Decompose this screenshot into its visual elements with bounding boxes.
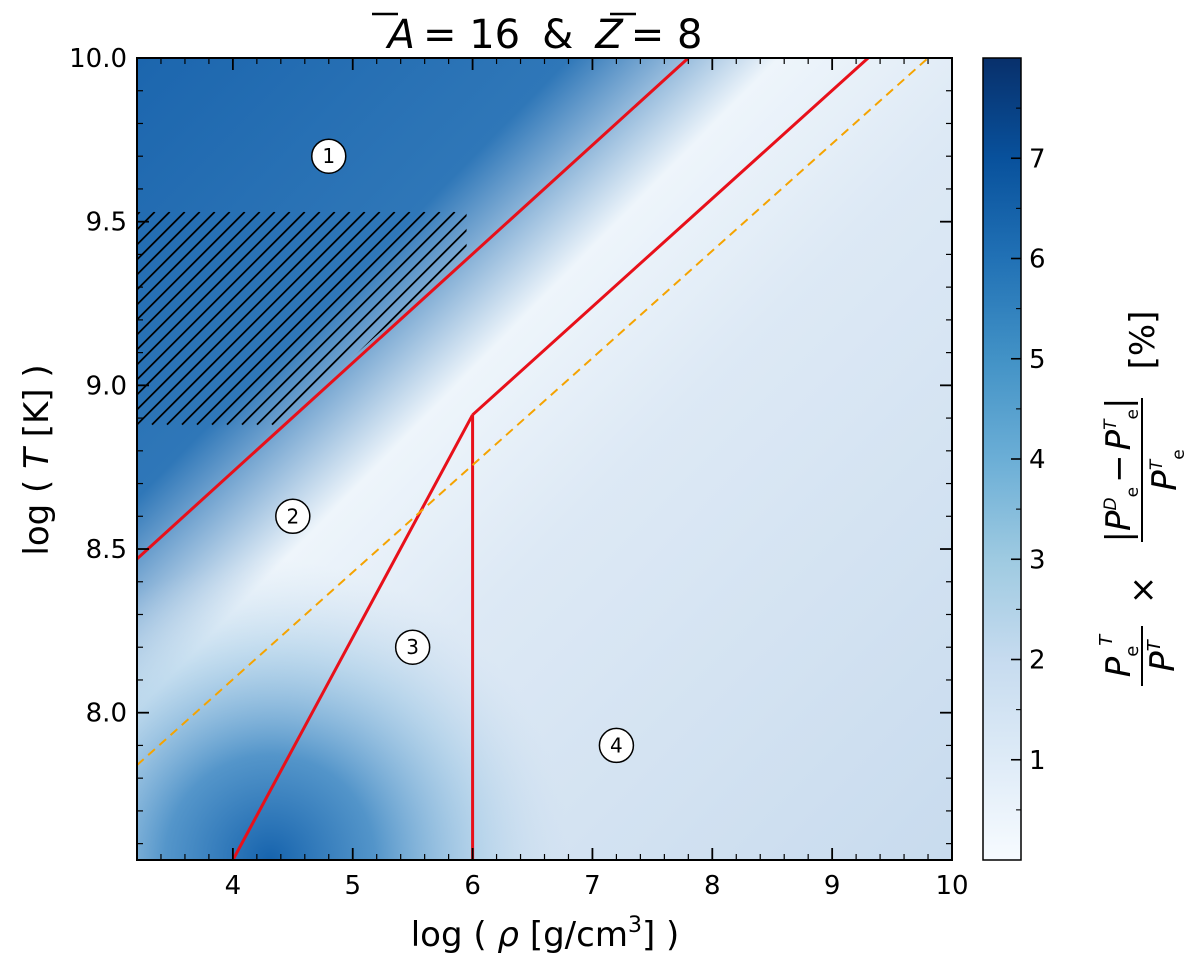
y-tick-label: 9.0 — [86, 371, 127, 401]
region-marker-circle — [394, 629, 431, 665]
svg-text:PeT: PeT — [1096, 633, 1143, 678]
colorbar-label: PeT PT × |PDe−PTe| PTe [%] — [1096, 311, 1189, 686]
x-tick-label: 9 — [824, 871, 841, 901]
hatch-line — [196, 211, 411, 426]
boundary-line-1 — [137, 58, 690, 560]
boundary-line-2 — [471, 58, 870, 416]
hatch-line — [137, 211, 291, 426]
region-markers: 1 2 3 4 — [275, 138, 635, 764]
svg-text:|PDe−PTe|: |PDe−PTe| — [1099, 398, 1143, 543]
y-tick-label: 8.0 — [86, 699, 127, 729]
y-axis-title: log ( T [K] ) — [17, 364, 57, 555]
x-tick-label: 7 — [584, 871, 601, 901]
region-marker-label: 4 — [610, 733, 623, 757]
y-tick-label: 8.5 — [86, 535, 127, 565]
region-marker-1: 1 — [311, 138, 347, 174]
x-tick-label: 8 — [704, 871, 721, 901]
x-tick-label: 4 — [225, 871, 242, 901]
hatch-line — [241, 211, 456, 426]
colorbar-tick-label: 3 — [1029, 545, 1046, 575]
hatch-line — [137, 211, 276, 426]
colorbar-tick-label: 6 — [1029, 245, 1046, 275]
x-tick-label: 6 — [464, 871, 481, 901]
colorbar-tick-label: 2 — [1029, 646, 1046, 676]
svg-text:PT: PT — [1143, 638, 1183, 672]
region-marker-2: 2 — [275, 498, 311, 535]
svg-text:PTe: PTe — [1145, 449, 1189, 490]
region-marker-3: 3 — [394, 629, 431, 665]
hatch-line — [256, 211, 467, 426]
colorbar-tick-label: 7 — [1029, 144, 1046, 174]
region-marker-label: 3 — [406, 635, 419, 659]
region-marker-label: 2 — [286, 504, 299, 528]
y-axis: 8.0 8.5 9.0 9.5 10.0 — [69, 44, 952, 845]
svg-text:×: × — [1123, 576, 1163, 605]
hatch-line — [211, 211, 426, 426]
hatch-line — [137, 211, 351, 426]
hatch-line — [137, 211, 216, 426]
boundary-lines — [137, 58, 929, 860]
svg-text:[%]: [%] — [1123, 311, 1163, 370]
hatch-line — [151, 211, 366, 426]
boundary-line-3 — [231, 414, 474, 860]
region-marker-4: 4 — [598, 727, 635, 764]
x-axis-title: log ( ρ [g/cm3] ) — [411, 913, 680, 955]
colorbar-tick-label: 5 — [1029, 345, 1046, 375]
x-axis: 4 5 6 7 8 9 10 — [160, 58, 969, 901]
hatch-line — [137, 211, 231, 426]
y-tick-label: 9.5 — [86, 208, 127, 238]
hatch-line — [137, 211, 321, 426]
hatch-line — [271, 211, 467, 426]
hatch-line — [166, 211, 381, 426]
colorbar-tick-label: 4 — [1029, 445, 1046, 475]
heatmap-bottom-highlight — [137, 58, 952, 860]
region-marker-circle — [598, 727, 635, 764]
x-tick-label: 10 — [935, 871, 968, 901]
plot-area: 1 2 3 4 — [137, 58, 952, 860]
hatch-line — [137, 211, 336, 426]
hatch-line — [137, 211, 186, 426]
hatch-line — [137, 211, 246, 426]
colorbar-axis: 1 2 3 4 5 6 7 — [1011, 107, 1046, 811]
dashed-boundary-line — [137, 58, 929, 766]
hatch-line — [137, 211, 306, 426]
hatch-line — [137, 211, 261, 426]
x-tick-label: 5 — [344, 871, 361, 901]
colorbar-tick-label: 1 — [1029, 746, 1046, 776]
y-tick-label: 10.0 — [69, 44, 127, 74]
hatch-line — [226, 211, 441, 426]
region-marker-circle — [311, 138, 347, 174]
region-marker-circle — [275, 498, 311, 535]
hatch-line — [181, 211, 396, 426]
hatch-line — [137, 211, 201, 426]
chart-title: A = 16 & Z = 8 — [385, 12, 703, 58]
region-marker-label: 1 — [322, 144, 335, 168]
